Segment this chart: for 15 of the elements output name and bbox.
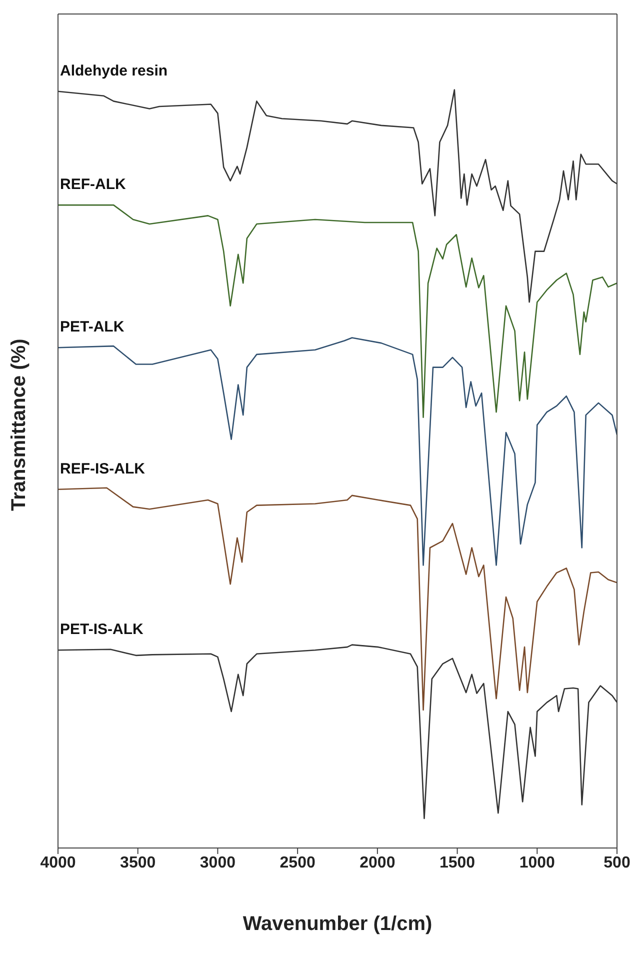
series-label: REF-ALK [60, 176, 126, 194]
x-tick-label: 4000 [40, 854, 76, 872]
series-label: REF-IS-ALK [60, 460, 146, 478]
series-label: PET-IS-ALK [60, 621, 144, 638]
x-tick-label: 3000 [200, 854, 236, 872]
x-tick-label: 1000 [519, 854, 556, 872]
y-axis-title: Transmittance (%) [8, 338, 30, 511]
series-label: Aldehyde resin [60, 62, 168, 80]
x-tick-label: 2000 [360, 854, 396, 872]
x-tick-label: 2500 [280, 854, 316, 872]
x-tick-label: 500 [604, 854, 630, 872]
x-tick-label: 1500 [439, 854, 476, 872]
series-label: PET-ALK [60, 318, 124, 336]
x-tick-label: 3500 [120, 854, 156, 872]
x-axis-title: Wavenumber (1/cm) [242, 913, 432, 935]
